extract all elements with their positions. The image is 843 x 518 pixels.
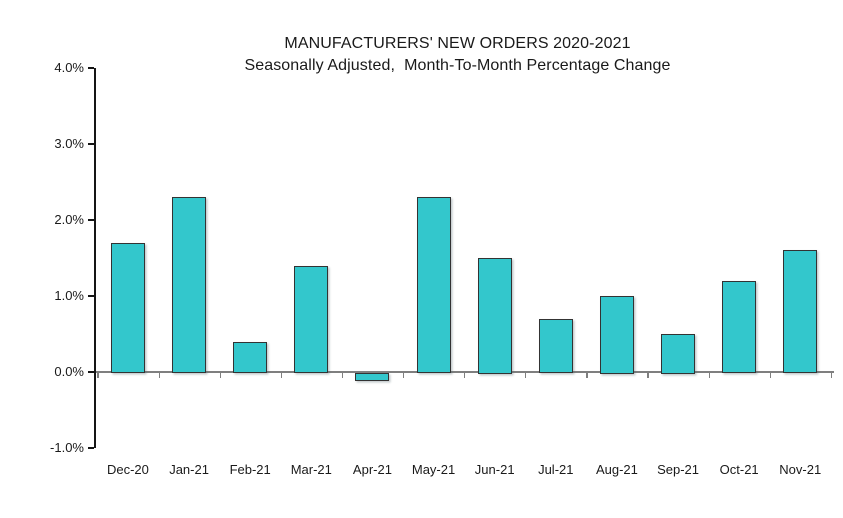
chart-titles: MANUFACTURERS' NEW ORDERS 2020-2021 Seas…: [95, 33, 820, 76]
x-axis-label: Apr-21: [352, 462, 392, 477]
x-tick: [647, 373, 649, 378]
x-axis-label: Feb-21: [229, 462, 271, 477]
x-tick: [464, 373, 466, 378]
bar-jul-21: [538, 318, 573, 374]
y-tick: [88, 143, 94, 145]
x-tick: [830, 373, 833, 378]
x-tick: [280, 373, 282, 378]
x-axis-label: May-21: [411, 462, 456, 477]
x-axis-label: Jun-21: [474, 462, 515, 477]
chart-title: MANUFACTURERS' NEW ORDERS 2020-2021: [284, 35, 631, 52]
x-tick: [219, 373, 221, 378]
x-axis-label: Oct-21: [719, 462, 759, 477]
y-axis-line: [94, 68, 96, 448]
bar-feb-21: [233, 341, 268, 374]
bar-sep-21: [661, 334, 696, 374]
y-tick: [88, 67, 94, 69]
x-tick: [97, 373, 99, 378]
x-axis-label: Mar-21: [290, 462, 332, 477]
x-tick: [158, 373, 160, 378]
bar-mar-21: [294, 265, 329, 374]
x-tick: [341, 373, 344, 378]
y-tick: [88, 219, 94, 221]
bar-nov-21: [783, 250, 818, 374]
bar-oct-21: [722, 280, 757, 374]
y-tick-label: -1.0%: [50, 440, 84, 455]
y-tick-label: 4.0%: [54, 60, 84, 75]
y-tick-label: 0.0%: [54, 364, 84, 379]
x-tick: [525, 373, 527, 378]
bar-aug-21: [599, 296, 634, 374]
y-tick-label: 2.0%: [54, 212, 84, 227]
x-axis-label: Jul-21: [538, 462, 574, 477]
x-axis-label: Jan-21: [169, 462, 209, 477]
bar-jan-21: [172, 197, 207, 374]
x-tick: [586, 373, 588, 378]
x-axis-label: Nov-21: [779, 462, 822, 477]
y-tick-label: 1.0%: [54, 288, 84, 303]
y-tick: [88, 371, 94, 373]
bar-dec-20: [110, 242, 145, 374]
x-tick: [708, 373, 710, 378]
zero-line: [88, 371, 834, 373]
x-tick: [403, 373, 405, 378]
y-tick: [88, 447, 94, 449]
x-axis-label: Aug-21: [595, 462, 638, 477]
y-tick-label: 3.0%: [54, 136, 84, 151]
bar-jun-21: [477, 258, 512, 374]
bar-apr-21: [355, 373, 390, 381]
x-axis-label: Dec-20: [106, 462, 149, 477]
x-axis-label: Sep-21: [657, 462, 699, 477]
y-tick: [88, 295, 94, 297]
x-tick: [769, 373, 771, 378]
bar-may-21: [416, 197, 451, 374]
chart-subtitle: Seasonally Adjusted, Month-To-Month Perc…: [244, 57, 671, 74]
